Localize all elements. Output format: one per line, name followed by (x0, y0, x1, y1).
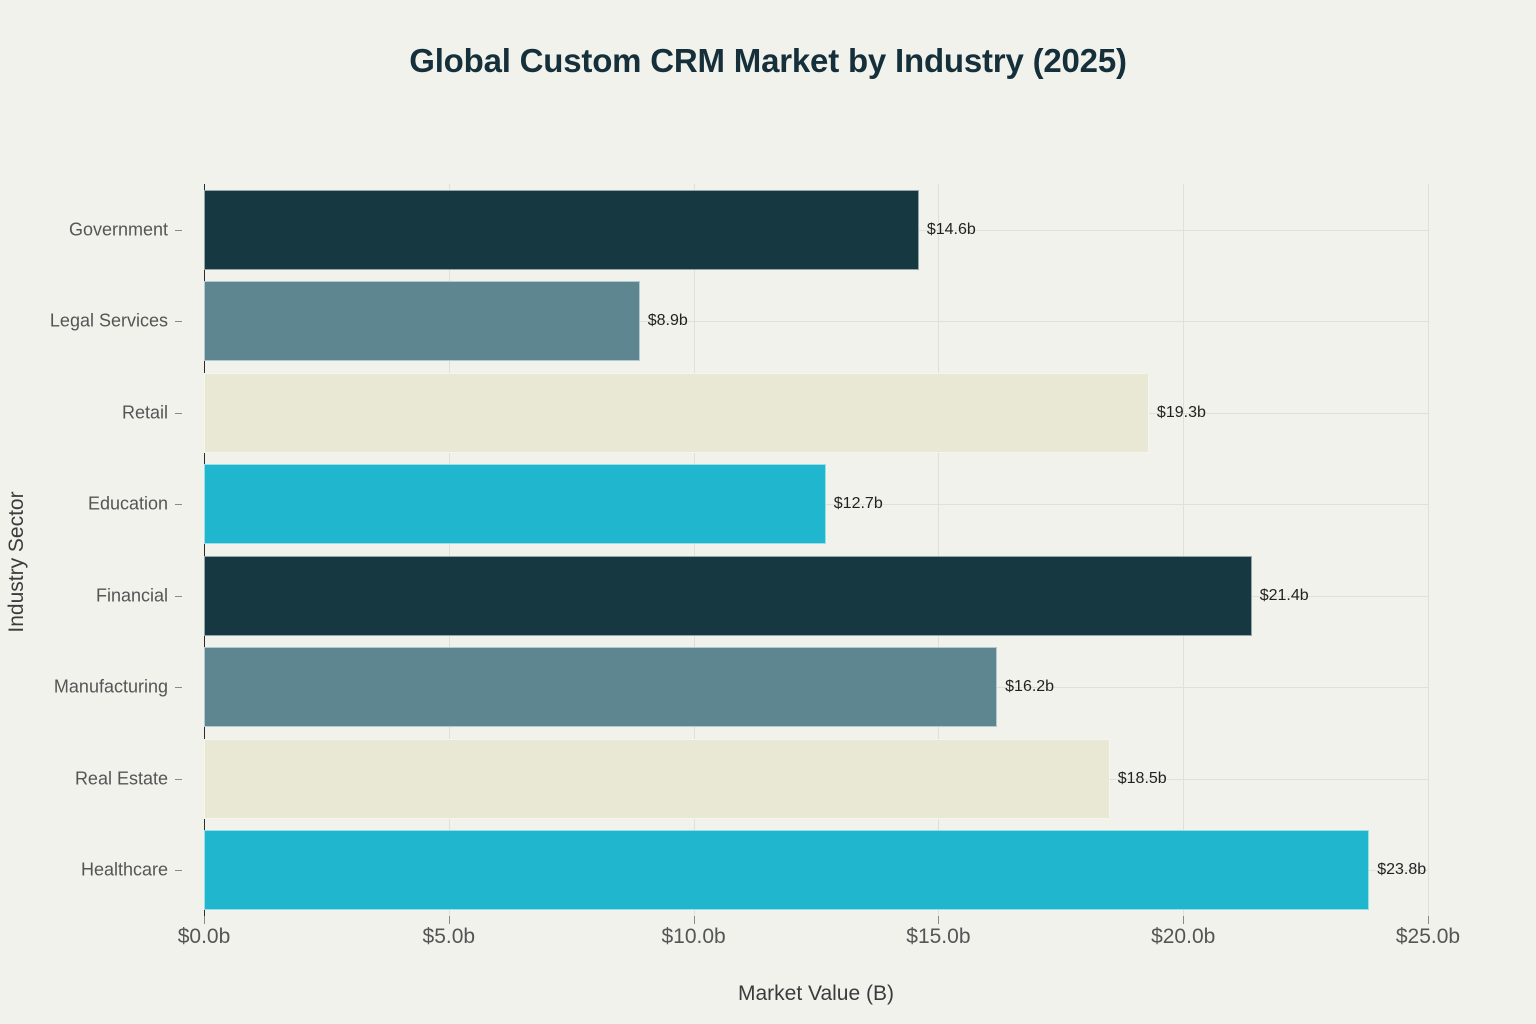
x-axis-tick-mark (693, 916, 695, 924)
x-axis-tick-mark (448, 916, 450, 924)
y-axis-tick-mark (175, 687, 182, 689)
gridline-vertical (693, 184, 695, 916)
x-axis-tick-mark (1428, 916, 1429, 924)
x-axis-tick-labels: $0.0b $5.0b $10.0b $15.0b $20.0b $25.0b (178, 916, 1460, 965)
y-axis-tick-label: Legal Services (49, 310, 168, 331)
bar[interactable] (204, 647, 998, 728)
bar-value-label: $16.2b (1005, 678, 1055, 696)
gridline-horizontal (204, 321, 1428, 323)
bar-value-label: $14.6b (926, 220, 976, 238)
bar[interactable] (204, 189, 919, 270)
bar-value-label: $21.4b (1259, 586, 1309, 604)
y-axis-tick-label: Government (68, 219, 168, 240)
gridline-vertical (938, 184, 940, 916)
x-axis-tick-mark (938, 916, 940, 924)
x-axis-tick-label: $0.0b (177, 925, 231, 948)
plot-area: $14.6b $8.9b $19.3b $12.7b $21.4b $16.2b $18.5… (204, 184, 1429, 916)
bar-value-label: $23.8b (1377, 861, 1427, 879)
bar[interactable] (204, 464, 826, 545)
x-axis-title: Market Value (B) (738, 982, 894, 1005)
y-axis-tick-label: Healthcare (80, 859, 168, 880)
y-axis-tick-mark (175, 229, 182, 231)
x-axis-tick-label: $20.0b (1151, 925, 1216, 948)
bar-value-label: $8.9b (647, 312, 688, 330)
y-axis-line (204, 184, 205, 916)
x-axis-tick-mark (204, 916, 205, 924)
x-axis-tick-label: $5.0b (422, 925, 476, 948)
bar-value-label: $19.3b (1156, 403, 1206, 421)
y-axis-tick-label: Manufacturing (53, 676, 168, 697)
y-axis-tick-mark (175, 778, 182, 780)
y-axis-tick-label: Education (87, 493, 168, 514)
y-axis-tick-mark (175, 321, 182, 323)
gridline-vertical (1183, 184, 1185, 916)
bar[interactable] (204, 281, 640, 362)
bar-value-label: $18.5b (1117, 769, 1167, 787)
bar-value-label: $12.7b (833, 495, 883, 513)
y-axis-tick-labels: Government Legal Services Retail Education F… (0, 184, 186, 916)
y-axis-tick-label: Financial (95, 585, 168, 606)
bar[interactable] (204, 555, 1252, 636)
gridline-vertical (448, 184, 450, 916)
bar[interactable] (204, 372, 1149, 453)
chart-title: Global Custom CRM Market by Industry (20… (409, 42, 1127, 79)
x-axis-tick-mark (1183, 916, 1185, 924)
x-axis-tick-label: $15.0b (906, 925, 971, 948)
y-axis-tick-label: Retail (121, 402, 168, 423)
bar[interactable] (204, 830, 1370, 911)
x-axis-tick-label: $10.0b (661, 925, 726, 948)
bar[interactable] (204, 738, 1110, 819)
y-axis-tick-mark (175, 504, 182, 506)
y-axis-tick-mark (175, 412, 182, 414)
gridline-vertical (1428, 184, 1429, 916)
x-axis-tick-label: $25.0b (1395, 925, 1461, 948)
y-axis-tick-mark (175, 595, 182, 597)
y-axis-tick-mark (175, 870, 182, 872)
y-axis-tick-label: Real Estate (74, 768, 168, 789)
